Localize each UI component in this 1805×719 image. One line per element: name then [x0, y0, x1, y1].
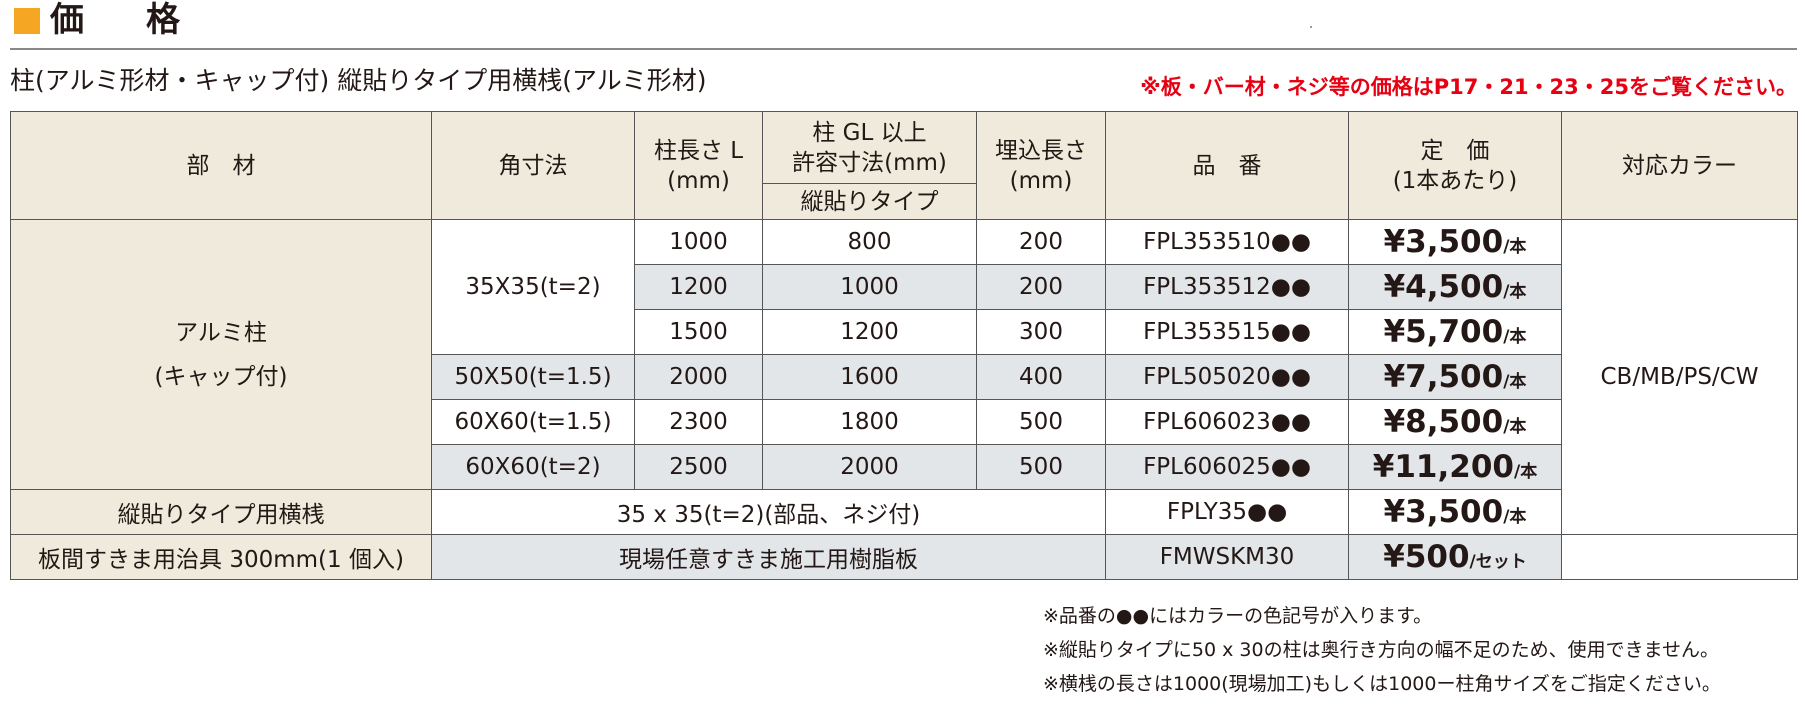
post-name: アルミ柱 [175, 319, 267, 346]
decorative-dot [1310, 26, 1312, 28]
header-color: 対応カラー [1561, 111, 1798, 220]
price-amount: ¥4,500 [1383, 269, 1504, 305]
length-cell: 1500 [634, 309, 763, 355]
embed-cell: 200 [976, 219, 1106, 265]
footnotes: ※品番の●●にはカラーの色記号が入ります。 ※縦貼りタイプに50 x 30の柱は… [1043, 599, 1721, 701]
code-cell: FPL505020●● [1105, 354, 1349, 400]
price-amount: ¥8,500 [1383, 404, 1504, 440]
price-cell: ¥3,500/本 [1348, 489, 1562, 535]
table-row: 1200 1000 200 FPL353512●● ¥4,500/本 [11, 264, 1798, 310]
header-length-unit: (mm) [667, 167, 730, 194]
length-cell: 2300 [634, 399, 763, 445]
code-cell: FPLY35●● [1105, 489, 1349, 535]
table-row: 1500 1200 300 FPL353515●● ¥5,700/本 [11, 309, 1798, 355]
price-amount: ¥11,200 [1372, 449, 1514, 485]
header-gl-type: 縦貼りタイプ [762, 183, 977, 220]
price-amount: ¥3,500 [1383, 494, 1504, 530]
price-cell: ¥5,700/本 [1348, 309, 1562, 355]
price-table: 部 材 角寸法 柱長さ L (mm) 柱 GL 以上 許容寸法(mm) 埋込長さ… [10, 111, 1798, 580]
post-sub: (キャップ付) [154, 363, 288, 390]
header-gl: 柱 GL 以上 許容寸法(mm) [762, 111, 977, 184]
embed-cell: 500 [976, 399, 1106, 445]
header-embed-label: 埋込長さ [995, 137, 1087, 164]
gl-cell: 1600 [762, 354, 977, 400]
table-row: 60X60(t=1.5) 2300 1800 500 FPL606023●● ¥… [11, 399, 1798, 445]
gl-cell: 800 [762, 219, 977, 265]
size-cell: 50X50(t=1.5) [431, 354, 635, 400]
header-price-label: 定 価 [1420, 137, 1490, 164]
embed-cell: 200 [976, 264, 1106, 310]
price-cell: ¥500/セット [1348, 534, 1562, 580]
rail-name-cell: 縦貼りタイプ用横桟 [10, 489, 432, 535]
price-unit: /本 [1503, 417, 1527, 437]
price-unit: /本 [1503, 507, 1527, 527]
code-cell: FPL353515●● [1105, 309, 1349, 355]
table-row: 60X60(t=2) 2500 2000 500 FPL606025●● ¥11… [11, 444, 1798, 490]
header-embed-unit: (mm) [1009, 167, 1073, 194]
length-cell: 1000 [634, 219, 763, 265]
header-gl-label: 柱 GL 以上 [812, 119, 927, 146]
code-cell: FPL353510●● [1105, 219, 1349, 265]
code-cell: FMWSKM30 [1105, 534, 1349, 580]
gl-cell: 2000 [762, 444, 977, 490]
size-cell: 60X60(t=2) [431, 444, 635, 490]
price-unit: /本 [1503, 237, 1527, 257]
header-embed: 埋込長さ (mm) [976, 111, 1106, 220]
rail-desc-cell: 35 x 35(t=2)(部品、ネジ付) [431, 489, 1106, 535]
price-unit: /本 [1513, 462, 1538, 482]
size-cell: 60X60(t=1.5) [431, 399, 635, 445]
price-unit: /セット [1469, 552, 1527, 572]
header-length-label: 柱長さ L [653, 137, 744, 164]
length-cell: 2500 [634, 444, 763, 490]
gl-cell: 1800 [762, 399, 977, 445]
table-row: 50X50(t=1.5) 2000 1600 400 FPL505020●● ¥… [11, 354, 1798, 400]
footnote: ※横桟の長さは1000(現場加工)もしくは1000ー柱角サイズをご指定ください。 [1043, 673, 1721, 695]
price-cell: ¥3,500/本 [1348, 219, 1562, 265]
code-cell: FPL606025●● [1105, 444, 1349, 490]
price-unit: /本 [1503, 327, 1527, 347]
page-title: 価 格 [50, 0, 194, 40]
price-amount: ¥5,700 [1383, 314, 1504, 350]
price-cell: ¥4,500/本 [1348, 264, 1562, 310]
post-name-cell: アルミ柱 (キャップ付) [10, 219, 432, 490]
section-subtitle: 柱(アルミ形材・キャップ付) 縦貼りタイプ用横桟(アルミ形材) [10, 66, 707, 95]
embed-cell: 400 [976, 354, 1106, 400]
price-amount: ¥500 [1383, 539, 1470, 575]
reference-note: ※板・バー材・ネジ等の価格はP17・21・23・25をご覧ください。 [1140, 75, 1797, 99]
price-amount: ¥3,500 [1383, 224, 1504, 260]
length-cell: 1200 [634, 264, 763, 310]
header-gl-sub: 許容寸法(mm) [792, 149, 947, 176]
header-price-sub: (1本あたり) [1392, 167, 1518, 194]
price-unit: /本 [1503, 282, 1527, 302]
gl-cell: 1000 [762, 264, 977, 310]
table-row: 縦貼りタイプ用横桟 35 x 35(t=2)(部品、ネジ付) FPLY35●● … [10, 489, 1798, 535]
header-size: 角寸法 [431, 111, 635, 220]
footnote: ※縦貼りタイプに50 x 30の柱は奥行き方向の幅不足のため、使用できません。 [1043, 639, 1720, 661]
table-row: 板間すきま用治具 300mm(1 個入) 現場任意すきま施工用樹脂板 FMWSK… [10, 534, 1798, 580]
header-price: 定 価 (1本あたり) [1348, 111, 1562, 220]
code-cell: FPL353512●● [1105, 264, 1349, 310]
title-marker-square [14, 8, 40, 34]
code-cell: FPL606023●● [1105, 399, 1349, 445]
gl-cell: 1200 [762, 309, 977, 355]
footnote: ※品番の●●にはカラーの色記号が入ります。 [1043, 605, 1433, 627]
empty-color-cell [1561, 534, 1798, 580]
size-cell: 35X35(t=2) [431, 219, 635, 355]
embed-cell: 500 [976, 444, 1106, 490]
embed-cell: 300 [976, 309, 1106, 355]
header-code: 品 番 [1105, 111, 1349, 220]
price-cell: ¥11,200/本 [1348, 444, 1562, 490]
jig-name-cell: 板間すきま用治具 300mm(1 個入) [10, 534, 432, 580]
header-part: 部 材 [10, 111, 432, 220]
price-unit: /本 [1503, 372, 1527, 392]
header-length: 柱長さ L (mm) [634, 111, 763, 220]
color-options-cell: CB/MB/PS/CW [1561, 219, 1798, 535]
table-row: アルミ柱 (キャップ付) 35X35(t=2) 1000 800 200 FPL… [10, 219, 1798, 535]
title-divider [10, 48, 1797, 50]
jig-desc-cell: 現場任意すきま施工用樹脂板 [431, 534, 1106, 580]
price-cell: ¥7,500/本 [1348, 354, 1562, 400]
price-amount: ¥7,500 [1383, 359, 1504, 395]
price-cell: ¥8,500/本 [1348, 399, 1562, 445]
length-cell: 2000 [634, 354, 763, 400]
